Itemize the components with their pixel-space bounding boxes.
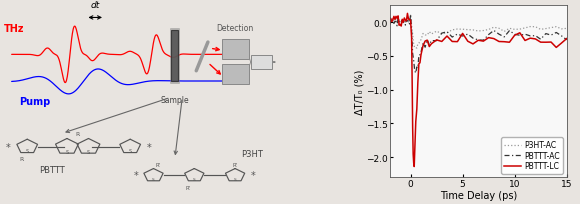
Legend: P3HT-AC, PBTTT-AC, PBTTT-LC: P3HT-AC, PBTTT-AC, PBTTT-LC [501,138,563,174]
PBTTT-LC [402,20,409,22]
Text: S: S [234,177,237,181]
PBTTT-AC [532,35,539,38]
PBTTT-LC [407,20,414,22]
PBTTT-LC [386,24,393,26]
PBTTT-LC [414,108,420,111]
Text: S: S [87,149,90,154]
Text: R': R' [233,162,238,167]
Text: *: * [6,142,11,152]
PBTTT-AC [403,20,410,22]
P3HT-AC [392,21,398,23]
Text: R: R [20,156,24,161]
Text: dt: dt [90,1,100,10]
Bar [170,29,179,84]
PBTTT-AC [449,37,456,39]
Text: P3HT: P3HT [241,150,263,159]
PBTTT-AC [386,17,393,19]
Text: *: * [133,171,139,180]
Text: A-B: A-B [255,58,268,67]
Text: S: S [152,177,155,181]
PBTTT-AC [407,14,414,17]
PBTTT-AC [412,72,419,75]
Text: R': R' [156,162,161,167]
Text: S: S [193,177,195,181]
Text: R: R [75,132,80,137]
P3HT-AC [449,29,456,32]
P3HT-AC [386,20,393,22]
Text: Sample: Sample [160,96,189,105]
Text: S: S [66,149,68,154]
PBTTT-LC [563,38,570,41]
PBTTT-AC [422,47,429,49]
Text: R': R' [186,186,191,191]
X-axis label: Time Delay (ps): Time Delay (ps) [440,190,517,200]
P3HT-AC [407,14,414,17]
FancyBboxPatch shape [222,40,249,60]
PBTTT-LC [553,47,560,49]
P3HT-AC [403,22,410,24]
PBTTT-LC [422,41,429,43]
Text: Pump: Pump [19,97,50,107]
P3HT-AC [399,20,406,22]
PBTTT-AC [563,39,570,42]
Y-axis label: ΔT/T₀ (%): ΔT/T₀ (%) [354,69,364,114]
Text: A: A [231,45,238,54]
PBTTT-LC [411,165,418,168]
PBTTT-LC [527,38,534,40]
Text: PBTTT: PBTTT [39,165,64,174]
Text: *: * [250,171,255,180]
Text: S: S [129,148,132,153]
Text: B: B [231,70,238,79]
PBTTT-AC [392,21,398,23]
Line: PBTTT-LC: PBTTT-LC [390,14,567,167]
FancyBboxPatch shape [222,64,249,85]
P3HT-AC [414,48,420,50]
Bar [251,56,272,69]
Text: S: S [26,148,29,153]
Text: THz: THz [4,24,24,33]
Bar [171,31,178,82]
Line: P3HT-AC: P3HT-AC [390,15,567,49]
Text: Detection: Detection [216,24,253,33]
P3HT-AC [532,26,539,29]
Text: *: * [147,142,151,152]
Line: PBTTT-AC: PBTTT-AC [390,15,567,74]
P3HT-AC [422,34,429,37]
PBTTT-AC [399,20,406,22]
P3HT-AC [563,28,570,30]
PBTTT-LC [404,13,411,16]
